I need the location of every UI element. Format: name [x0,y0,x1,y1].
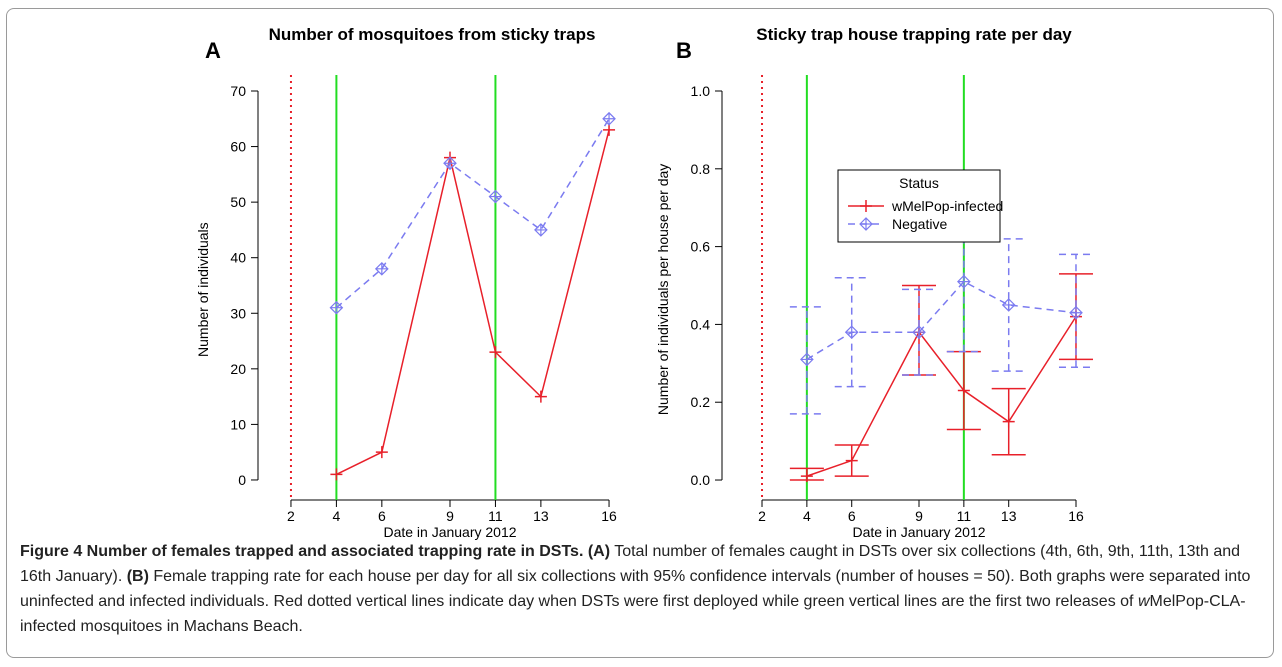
caption-text: Female trapping rate for each house per … [20,568,1251,610]
marker [800,352,814,367]
panel-label: B [676,38,692,63]
y-tick-label: 50 [230,194,246,210]
y-tick-label: 60 [230,139,246,155]
panel-label: A [205,38,221,63]
x-tick-label: 4 [333,508,341,524]
caption: Figure 4 Number of females trapped and a… [20,539,1268,639]
marker [603,123,616,136]
marker [534,223,548,237]
y-tick-label: 30 [230,305,246,321]
error-bar [1058,253,1093,368]
y-tick-label: 40 [230,250,246,266]
y-tick-label: 0 [238,472,246,488]
chart-title: Sticky trap house trapping rate per day [756,25,1072,44]
x-tick-label: 13 [533,508,549,524]
y-tick-label: 10 [230,416,246,432]
y-tick-label: 0.8 [691,161,711,177]
figure-frame [6,8,1274,658]
y-tick-label: 0.0 [691,472,711,488]
y-tick-label: 70 [230,83,246,99]
marker [329,300,344,315]
marker [374,261,389,276]
x-tick-label: 11 [488,508,503,524]
marker [602,111,616,126]
marker [844,325,859,340]
caption-text: (B) [122,568,149,585]
marker [534,390,547,403]
x-tick-label: 4 [803,508,811,524]
y-tick-label: 1.0 [691,83,711,99]
marker [443,156,457,171]
y-tick-label: 0.4 [691,316,711,332]
marker [1001,298,1016,312]
marker [957,384,970,397]
caption-text: Figure 4 Number of females trapped and a… [20,543,584,560]
series-line [336,129,610,476]
x-tick-label: 16 [1068,508,1084,524]
marker [488,189,503,204]
y-axis-label: Number of individuals per house per day [655,164,671,415]
chart-title: Number of mosquitoes from sticky traps [269,25,596,44]
x-tick-label: 6 [848,508,856,524]
marker [800,470,813,483]
marker [330,468,343,481]
y-tick-label: 0.2 [691,394,711,410]
legend-label: Negative [892,216,947,232]
marker [489,346,502,359]
x-tick-label: 9 [915,508,923,524]
marker [375,446,388,459]
legend-title: Status [899,175,939,191]
x-tick-label: 9 [446,508,454,524]
x-tick-label: 13 [1001,508,1017,524]
caption-text: MelPop-CLA-infected mosquitoes in Machan… [20,593,1246,635]
marker [845,454,858,467]
y-axis-label: Number of individuals [195,222,211,357]
marker [1069,305,1083,320]
x-axis-label: Date in January 2012 [852,524,985,540]
marker [912,325,926,340]
marker [859,217,873,231]
y-tick-label: 20 [230,361,246,377]
x-tick-label: 11 [957,508,972,524]
legend-label: wMelPop-infected [891,198,1003,214]
y-tick-label: 0.6 [691,239,711,255]
caption-text: (A) [583,543,611,560]
caption-text: Total number of females caught in DSTs o… [20,543,1241,585]
x-axis-label: Date in January 2012 [383,524,516,540]
caption-text: w [1137,593,1150,610]
series-line [335,118,610,309]
series-line [806,280,1077,361]
x-tick-label: 2 [287,508,295,524]
x-tick-label: 16 [601,508,617,524]
marker [1002,415,1015,428]
marker [957,274,971,289]
x-tick-label: 6 [378,508,386,524]
x-tick-label: 2 [758,508,766,524]
marker [860,200,872,212]
series-line [806,316,1077,477]
